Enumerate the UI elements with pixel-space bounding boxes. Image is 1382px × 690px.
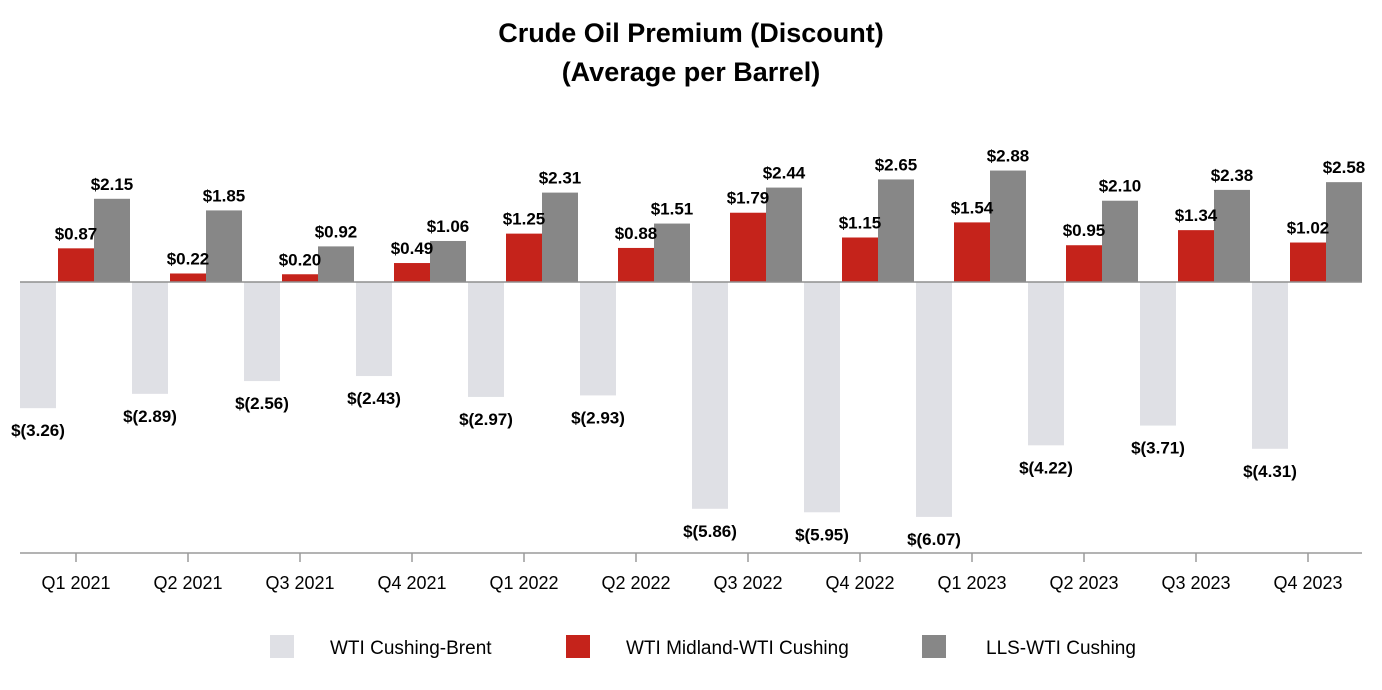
bar-wti-midland-wti-cushing-q3-2023 xyxy=(1178,230,1214,282)
chart-subtitle: (Average per Barrel) xyxy=(562,57,821,87)
x-tick-label: Q2 2023 xyxy=(1049,573,1118,593)
bar-lls-wti-cushing-q3-2023 xyxy=(1214,189,1250,282)
data-label: $1.85 xyxy=(203,186,246,205)
data-label: $2.65 xyxy=(875,155,918,174)
bar-wti-midland-wti-cushing-q3-2021 xyxy=(282,274,318,282)
legend-swatch-wti-cushing-brent xyxy=(270,635,294,658)
data-label: $0.92 xyxy=(315,222,358,241)
x-tick-label: Q4 2021 xyxy=(377,573,446,593)
bar-wti-cushing-brent-q3-2023 xyxy=(1140,282,1176,426)
x-tick-label: Q4 2023 xyxy=(1273,573,1342,593)
bar-lls-wti-cushing-q1-2022 xyxy=(542,192,578,282)
bar-wti-cushing-brent-q4-2023 xyxy=(1252,282,1288,449)
data-label: $1.54 xyxy=(951,198,994,217)
x-tick-label: Q3 2023 xyxy=(1161,573,1230,593)
data-label: $1.51 xyxy=(651,200,694,219)
data-label: $2.38 xyxy=(1211,166,1254,185)
x-tick-label: Q2 2022 xyxy=(601,573,670,593)
legend-label: LLS-WTI Cushing xyxy=(986,638,1136,659)
data-label: $(4.31) xyxy=(1243,462,1297,481)
bar-wti-midland-wti-cushing-q1-2022 xyxy=(506,233,542,282)
data-label: $2.15 xyxy=(91,175,134,194)
data-label: $(2.43) xyxy=(347,389,401,408)
data-label: $(5.86) xyxy=(683,522,737,541)
data-label: $1.25 xyxy=(503,210,546,229)
axes-group: Q1 2021 Q2 2021 Q3 2021 Q4 2021 Q1 2022 Q2 20… xyxy=(20,281,1362,593)
x-tick-label: Q1 2023 xyxy=(937,573,1006,593)
bar-wti-midland-wti-cushing-q1-2021 xyxy=(58,248,94,282)
data-label: $(2.56) xyxy=(235,394,289,413)
bar-wti-cushing-brent-q3-2021 xyxy=(244,282,280,382)
legend: WTI Cushing-Brent WTI Midland-WTI Cushing… xyxy=(270,635,1136,659)
bar-lls-wti-cushing-q1-2021 xyxy=(94,198,130,282)
bar-lls-wti-cushing-q2-2023 xyxy=(1102,200,1138,282)
data-label: $(4.22) xyxy=(1019,458,1073,477)
bar-wti-midland-wti-cushing-q2-2021 xyxy=(170,273,206,282)
data-label: $1.06 xyxy=(427,217,470,236)
data-label: $0.22 xyxy=(167,249,210,268)
bar-wti-cushing-brent-q1-2023 xyxy=(916,282,952,517)
bar-wti-cushing-brent-q2-2023 xyxy=(1028,282,1064,446)
x-tick-label: Q1 2022 xyxy=(489,573,558,593)
data-label: $(3.26) xyxy=(11,421,65,440)
bar-wti-cushing-brent-q2-2022 xyxy=(580,282,616,396)
bar-wti-midland-wti-cushing-q3-2022 xyxy=(730,212,766,282)
data-label: $1.15 xyxy=(839,213,882,232)
x-tick-label: Q1 2021 xyxy=(41,573,110,593)
bar-wti-cushing-brent-q3-2022 xyxy=(692,282,728,509)
data-label: $2.88 xyxy=(987,147,1030,166)
data-label: $2.58 xyxy=(1323,158,1366,177)
data-label: $2.10 xyxy=(1099,177,1142,196)
data-label: $(6.07) xyxy=(907,530,961,549)
x-tick-label: Q4 2022 xyxy=(825,573,894,593)
bar-wti-cushing-brent-q1-2021 xyxy=(20,282,56,409)
data-label: $0.49 xyxy=(391,239,434,258)
bar-lls-wti-cushing-q3-2021 xyxy=(318,246,354,282)
bars-group xyxy=(20,170,1362,517)
data-label: $1.79 xyxy=(727,189,770,208)
bar-lls-wti-cushing-q2-2022 xyxy=(654,223,690,282)
bar-wti-midland-wti-cushing-q1-2023 xyxy=(954,222,990,282)
data-label: $2.44 xyxy=(763,164,806,183)
bar-wti-midland-wti-cushing-q4-2022 xyxy=(842,237,878,282)
data-label: $0.20 xyxy=(279,250,322,269)
bar-wti-midland-wti-cushing-q4-2023 xyxy=(1290,242,1326,282)
data-label: $(5.95) xyxy=(795,525,849,544)
data-label: $1.02 xyxy=(1287,219,1330,238)
bar-wti-midland-wti-cushing-q4-2021 xyxy=(394,263,430,282)
data-label: $(2.89) xyxy=(123,407,177,426)
bar-wti-midland-wti-cushing-q2-2022 xyxy=(618,247,654,282)
data-label: $0.87 xyxy=(55,224,98,243)
x-tick-label: Q3 2022 xyxy=(713,573,782,593)
bar-wti-cushing-brent-q4-2021 xyxy=(356,282,392,377)
legend-swatch-lls-wti-cushing xyxy=(922,635,946,658)
bar-lls-wti-cushing-q3-2022 xyxy=(766,187,802,282)
chart-title: Crude Oil Premium (Discount) xyxy=(498,18,884,48)
data-labels-group: $(3.26) $0.87 $2.15 $(2.89) $0.22 $1.85 $(2.56… xyxy=(11,147,1365,549)
bar-lls-wti-cushing-q1-2023 xyxy=(990,170,1026,282)
data-label: $(2.93) xyxy=(571,408,625,427)
bar-wti-cushing-brent-q1-2022 xyxy=(468,282,504,397)
bar-lls-wti-cushing-q2-2021 xyxy=(206,210,242,282)
bar-lls-wti-cushing-q4-2022 xyxy=(878,179,914,282)
x-tick-label: Q3 2021 xyxy=(265,573,334,593)
data-label: $1.34 xyxy=(1175,206,1218,225)
x-tick-label: Q2 2021 xyxy=(153,573,222,593)
bar-lls-wti-cushing-q4-2023 xyxy=(1326,182,1362,282)
legend-label: WTI Midland-WTI Cushing xyxy=(626,638,849,659)
data-label: $0.88 xyxy=(615,224,658,243)
legend-swatch-wti-midland-wti-cushing xyxy=(566,635,590,658)
data-label: $(2.97) xyxy=(459,410,513,429)
data-label: $2.31 xyxy=(539,169,582,188)
bar-lls-wti-cushing-q4-2021 xyxy=(430,240,466,282)
bar-wti-cushing-brent-q4-2022 xyxy=(804,282,840,513)
bar-wti-cushing-brent-q2-2021 xyxy=(132,282,168,394)
bar-wti-midland-wti-cushing-q2-2023 xyxy=(1066,245,1102,282)
legend-label: WTI Cushing-Brent xyxy=(330,638,492,659)
data-label: $0.95 xyxy=(1063,221,1106,240)
data-label: $(3.71) xyxy=(1131,439,1185,458)
